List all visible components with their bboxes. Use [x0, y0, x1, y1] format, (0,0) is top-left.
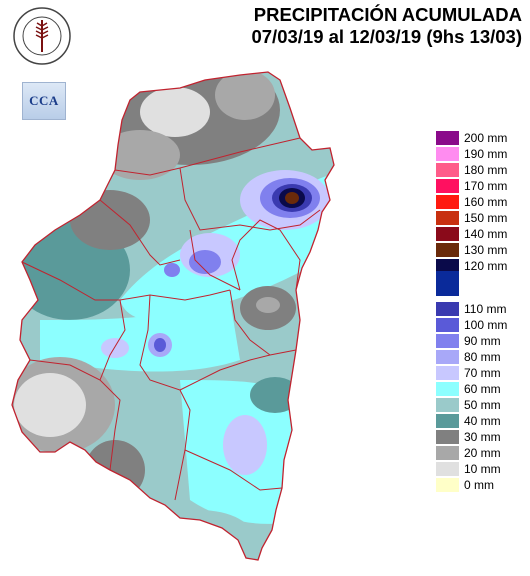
map-title: PRECIPITACIÓN ACUMULADA 07/03/19 al 12/0… [251, 4, 522, 48]
legend-label: 40 mm [464, 414, 501, 428]
legend-item: 180 mm [436, 163, 507, 177]
cca-logo: CCA [22, 82, 66, 120]
legend-label: 30 mm [464, 430, 501, 444]
legend-swatch [436, 446, 459, 460]
legend-item: 90 mm [436, 334, 501, 348]
legend-item: 0 mm [436, 478, 494, 492]
legend-swatch [436, 195, 459, 209]
legend-label: 140 mm [464, 227, 508, 241]
legend-label: 90 mm [464, 334, 501, 348]
legend-item: 30 mm [436, 430, 501, 444]
legend-item: 190 mm [436, 147, 507, 161]
legend-label: 60 mm [464, 382, 501, 396]
legend-swatch [436, 318, 459, 332]
legend-item: 140 mm [436, 227, 507, 241]
legend-item: 170 mm [436, 179, 507, 193]
legend-swatch [436, 131, 459, 145]
legend-item [436, 270, 459, 296]
legend-swatch [436, 334, 459, 348]
legend-item: 60 mm [436, 382, 501, 396]
legend-label: 120 mm [464, 259, 508, 273]
bolsa-cereales-logo [12, 6, 72, 66]
legend-swatch [436, 179, 459, 193]
legend-label: 10 mm [464, 462, 501, 476]
legend-item: 10 mm [436, 462, 501, 476]
title-line-2: 07/03/19 al 12/03/19 (9hs 13/03) [251, 26, 522, 47]
legend-label: 160 mm [464, 195, 508, 209]
precipitation-legend: 200 mm 190 mm 180 mm 170 mm 160 mm 150 mm 140 … [436, 131, 530, 501]
legend-item: 100 mm [436, 318, 507, 332]
legend-swatch [436, 398, 459, 412]
legend-label: 190 mm [464, 147, 508, 161]
legend-label: 200 mm [464, 131, 508, 145]
legend-item: 80 mm [436, 350, 501, 364]
legend-swatch [436, 211, 459, 225]
legend-label: 20 mm [464, 446, 501, 460]
legend-swatch [436, 462, 459, 476]
legend-label: 130 mm [464, 243, 508, 257]
legend-swatch [436, 147, 459, 161]
legend-item: 120 mm [436, 259, 507, 273]
department-borders [21, 137, 321, 501]
legend-swatch [436, 382, 459, 396]
cca-logo-text: CCA [29, 93, 59, 108]
legend-swatch [436, 478, 459, 492]
legend-label: 100 mm [464, 318, 508, 332]
legend-item: 150 mm [436, 211, 507, 225]
legend-swatch [436, 414, 459, 428]
legend-label: 110 mm [464, 302, 507, 316]
legend-label: 0 mm [464, 478, 494, 492]
legend-swatch [436, 243, 459, 257]
legend-swatch [436, 227, 459, 241]
legend-item: 160 mm [436, 195, 507, 209]
legend-swatch [436, 163, 459, 177]
legend-item: 200 mm [436, 131, 507, 145]
legend-label: 170 mm [464, 179, 508, 193]
legend-label: 80 mm [464, 350, 501, 364]
legend-item: 130 mm [436, 243, 507, 257]
legend-swatch [436, 302, 459, 316]
legend-item: 40 mm [436, 414, 501, 428]
legend-label: 150 mm [464, 211, 508, 225]
legend-item: 70 mm [436, 366, 501, 380]
legend-swatch [436, 259, 459, 273]
legend-swatch [436, 350, 459, 364]
legend-label: 180 mm [464, 163, 508, 177]
legend-label: 70 mm [464, 366, 501, 380]
legend-label: 50 mm [464, 398, 501, 412]
legend-swatch [436, 366, 459, 380]
title-line-1: PRECIPITACIÓN ACUMULADA [253, 4, 522, 25]
precipitation-fill [12, 72, 334, 560]
legend-item: 20 mm [436, 446, 501, 460]
legend-swatch [436, 430, 459, 444]
legend-item: 50 mm [436, 398, 501, 412]
legend-swatch [436, 270, 459, 296]
logo-seal-icon [13, 7, 71, 65]
legend-item: 110 mm [436, 302, 506, 316]
